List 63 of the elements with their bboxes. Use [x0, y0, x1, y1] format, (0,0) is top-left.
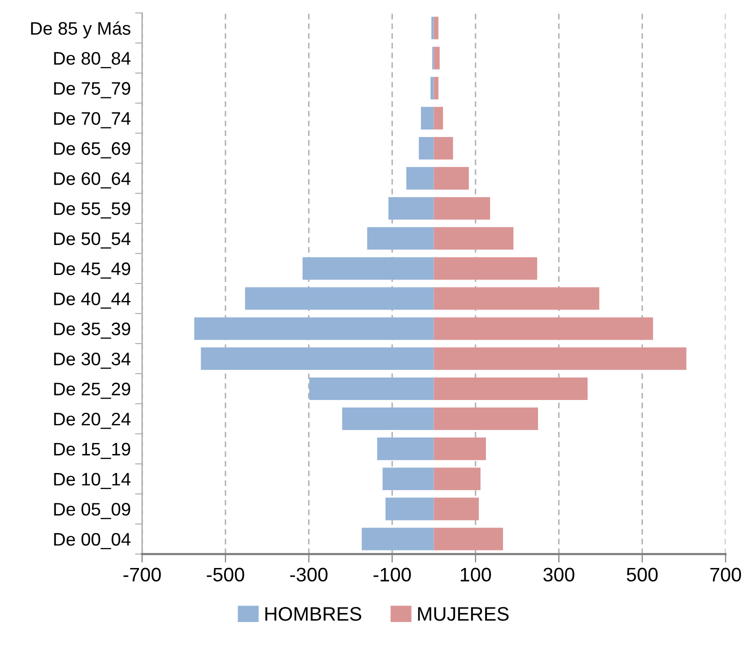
bar — [434, 528, 504, 550]
y-tick-label: De 75_79 — [54, 82, 130, 98]
bar — [431, 16, 434, 40]
bar — [342, 408, 434, 430]
y-tick-label: De 50_54 — [54, 232, 130, 249]
bar — [309, 377, 434, 400]
y-tick-label: De 35_39 — [54, 322, 130, 339]
y-tick-label: De 40_44 — [54, 292, 130, 309]
bar — [434, 377, 588, 400]
bar — [434, 227, 514, 250]
y-tick-label: De 45_49 — [54, 262, 130, 279]
x-tick-label: -700 — [124, 568, 161, 582]
bar — [245, 287, 434, 310]
legend-label: MUJERES — [418, 607, 509, 621]
bar — [406, 167, 434, 190]
x-tick-label: 500 — [626, 568, 658, 582]
x-tick-label: -300 — [290, 568, 328, 582]
y-tick-label: De 20_24 — [54, 412, 130, 429]
bar — [434, 317, 654, 340]
bar — [434, 408, 538, 430]
bar — [434, 468, 481, 490]
bar — [418, 136, 434, 160]
bar — [367, 227, 434, 250]
y-tick-label: De 70_74 — [54, 112, 130, 128]
bar — [430, 76, 434, 100]
x-tick-label: 300 — [543, 568, 574, 582]
bar — [434, 167, 469, 190]
y-tick-label: De 55_59 — [54, 202, 130, 218]
x-tick-label: 100 — [460, 568, 491, 582]
bar — [362, 528, 434, 550]
bar — [386, 498, 434, 520]
y-tick-label: De 10_14 — [54, 472, 130, 490]
bar — [377, 438, 434, 460]
bar — [434, 46, 440, 70]
bar — [434, 136, 454, 160]
bar — [194, 317, 434, 340]
x-tick-label: -500 — [206, 568, 244, 582]
y-tick-label: De 85 y Más — [31, 21, 130, 38]
y-tick-label: De 65_69 — [54, 142, 130, 158]
y-tick-label: De 60_64 — [54, 172, 130, 188]
y-tick-label: De 80_84 — [54, 52, 130, 68]
bar — [434, 498, 479, 520]
x-tick-label: -100 — [374, 568, 411, 582]
bar — [434, 287, 600, 310]
bar — [434, 257, 538, 280]
y-tick-label: De 25_29 — [54, 382, 130, 399]
bar — [388, 197, 434, 220]
bar — [434, 197, 490, 220]
y-tick-label: De 15_19 — [54, 442, 130, 459]
bar — [382, 468, 434, 490]
bar — [434, 76, 438, 100]
bar — [420, 106, 434, 130]
bar — [200, 347, 434, 370]
y-tick-label: De 00_04 — [54, 532, 130, 550]
legend-label: HOMBRES — [265, 607, 362, 621]
bar — [434, 106, 444, 130]
bar — [434, 16, 438, 40]
y-tick-label: De 30_34 — [54, 352, 130, 369]
bar — [434, 347, 686, 370]
bar — [302, 257, 434, 280]
bar — [434, 438, 486, 460]
x-tick-label: 700 — [710, 568, 742, 582]
y-tick-label: De 05_09 — [54, 502, 130, 520]
